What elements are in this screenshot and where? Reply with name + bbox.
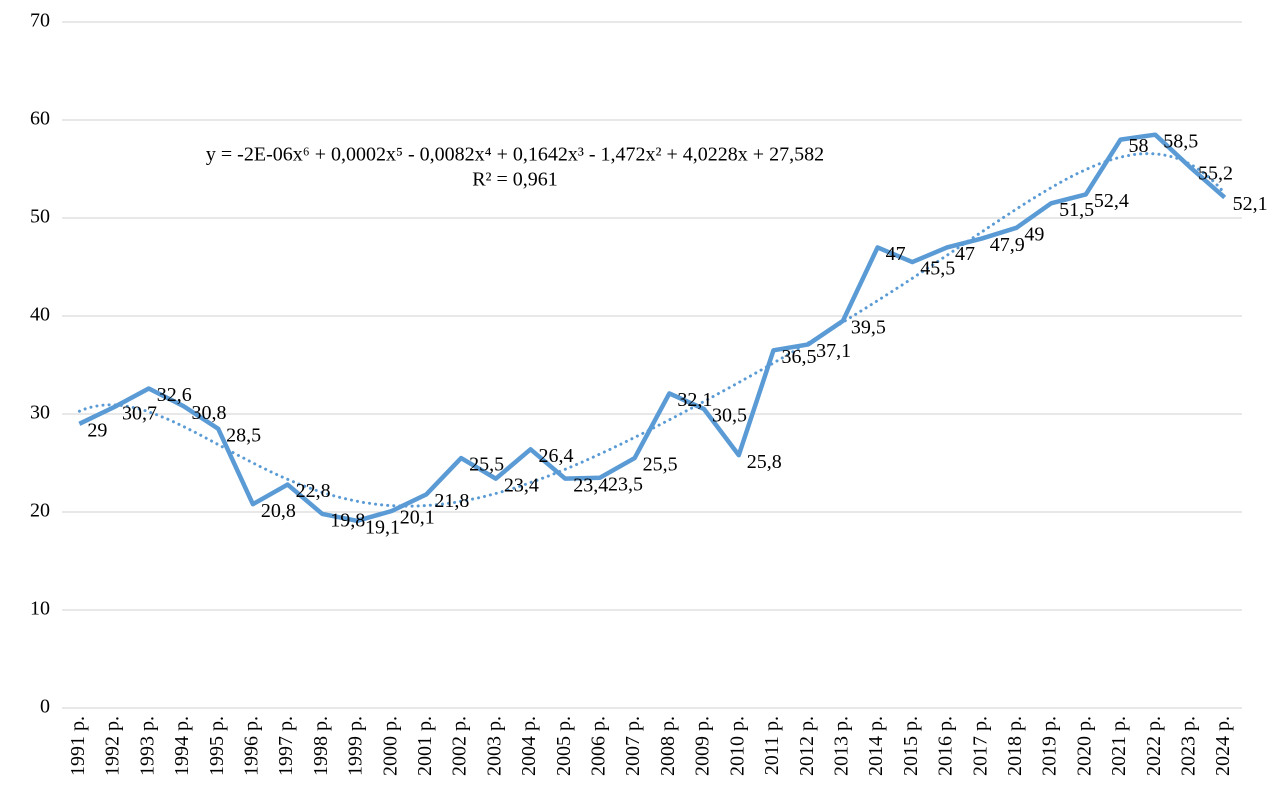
x-tick-label: 2004 p. <box>518 716 540 776</box>
x-tick-label: 1997 p. <box>275 716 297 776</box>
x-tick-label: 1998 p. <box>310 716 332 776</box>
x-tick-label: 2024 p. <box>1212 716 1234 776</box>
x-tick-label: 2022 p. <box>1143 716 1165 776</box>
data-label: 39,5 <box>851 316 886 338</box>
data-label: 23,5 <box>608 473 643 495</box>
data-label: 32,6 <box>157 384 192 406</box>
data-label: 51,5 <box>1059 199 1094 221</box>
x-tick-label: 1993 p. <box>136 716 158 776</box>
x-tick-label: 2018 p. <box>1004 716 1026 776</box>
x-tick-label: 2016 p. <box>935 716 957 776</box>
data-label: 30,8 <box>191 402 226 424</box>
data-label: 26,4 <box>539 445 574 467</box>
data-label: 30,7 <box>122 403 157 425</box>
data-label: 29 <box>87 419 107 441</box>
trendline-r-squared: R² = 0,961 <box>472 169 558 191</box>
data-label: 20,1 <box>400 507 435 529</box>
data-label: 52,4 <box>1094 190 1129 212</box>
x-tick-label: 1996 p. <box>240 716 262 776</box>
data-label: 28,5 <box>226 424 261 446</box>
data-label: 52,1 <box>1233 193 1268 215</box>
x-tick-label: 2001 p. <box>414 716 436 776</box>
data-label: 23,4 <box>573 474 608 496</box>
x-tick-label: 1991 p. <box>67 716 89 776</box>
x-tick-label: 2019 p. <box>1039 716 1061 776</box>
trendline-equation: y = -2E-06x⁶ + 0,0002x⁵ - 0,0082x⁴ + 0,1… <box>206 144 824 166</box>
data-label: 23,4 <box>504 474 539 496</box>
y-tick-label: 30 <box>30 402 50 424</box>
data-label: 47 <box>955 243 975 265</box>
data-label: 36,5 <box>781 346 816 368</box>
y-tick-label: 60 <box>30 108 50 130</box>
x-tick-label: 1995 p. <box>206 716 228 776</box>
data-label: 21,8 <box>434 490 469 512</box>
x-tick-label: 2013 p. <box>830 716 852 776</box>
x-tick-label: 2011 p. <box>761 716 783 775</box>
data-label: 47,9 <box>990 234 1025 256</box>
x-tick-label: 2017 p. <box>969 716 991 776</box>
data-label: 32,1 <box>677 389 712 411</box>
data-label: 49 <box>1024 223 1044 245</box>
data-label: 30,5 <box>712 405 747 427</box>
data-label: 55,2 <box>1198 163 1233 185</box>
data-label: 47 <box>886 243 906 265</box>
data-label: 20,8 <box>261 500 296 522</box>
x-tick-label: 2010 p. <box>726 716 748 776</box>
data-label: 19,1 <box>365 516 400 538</box>
x-tick-label: 2015 p. <box>900 716 922 776</box>
data-label: 22,8 <box>296 480 331 502</box>
x-tick-label: 2007 p. <box>622 716 644 776</box>
y-tick-label: 0 <box>40 696 50 718</box>
y-tick-label: 50 <box>30 206 50 228</box>
x-tick-label: 2006 p. <box>588 716 610 776</box>
x-tick-label: 2005 p. <box>553 716 575 776</box>
x-tick-label: 2021 p. <box>1108 716 1130 776</box>
data-label: 25,8 <box>747 451 782 473</box>
data-label: 19,8 <box>330 510 365 532</box>
x-tick-label: 2000 p. <box>379 716 401 776</box>
data-line <box>78 132 1227 524</box>
x-tick-label: 2014 p. <box>865 716 887 776</box>
x-tick-label: 2003 p. <box>483 716 505 776</box>
x-tick-label: 2012 p. <box>796 716 818 776</box>
data-label: 45,5 <box>920 258 955 280</box>
data-label: 25,5 <box>469 454 504 476</box>
x-tick-label: 2008 p. <box>657 716 679 776</box>
y-tick-label: 70 <box>30 10 50 32</box>
x-tick-label: 1999 p. <box>345 716 367 776</box>
x-tick-label: 2020 p. <box>1073 716 1095 776</box>
x-tick-label: 1992 p. <box>102 716 124 776</box>
trendline <box>77 152 1227 508</box>
x-tick-label: 1994 p. <box>171 716 193 776</box>
x-tick-label: 2002 p. <box>449 716 471 776</box>
x-tick-label: 2023 p. <box>1178 716 1200 776</box>
y-tick-label: 10 <box>30 598 50 620</box>
y-tick-label: 40 <box>30 304 50 326</box>
data-label: 37,1 <box>816 340 851 362</box>
x-tick-label: 2009 p. <box>692 716 714 776</box>
data-label: 58 <box>1129 135 1149 157</box>
data-label: 58,5 <box>1163 130 1198 152</box>
data-label: 25,5 <box>643 454 678 476</box>
y-tick-label: 20 <box>30 500 50 522</box>
